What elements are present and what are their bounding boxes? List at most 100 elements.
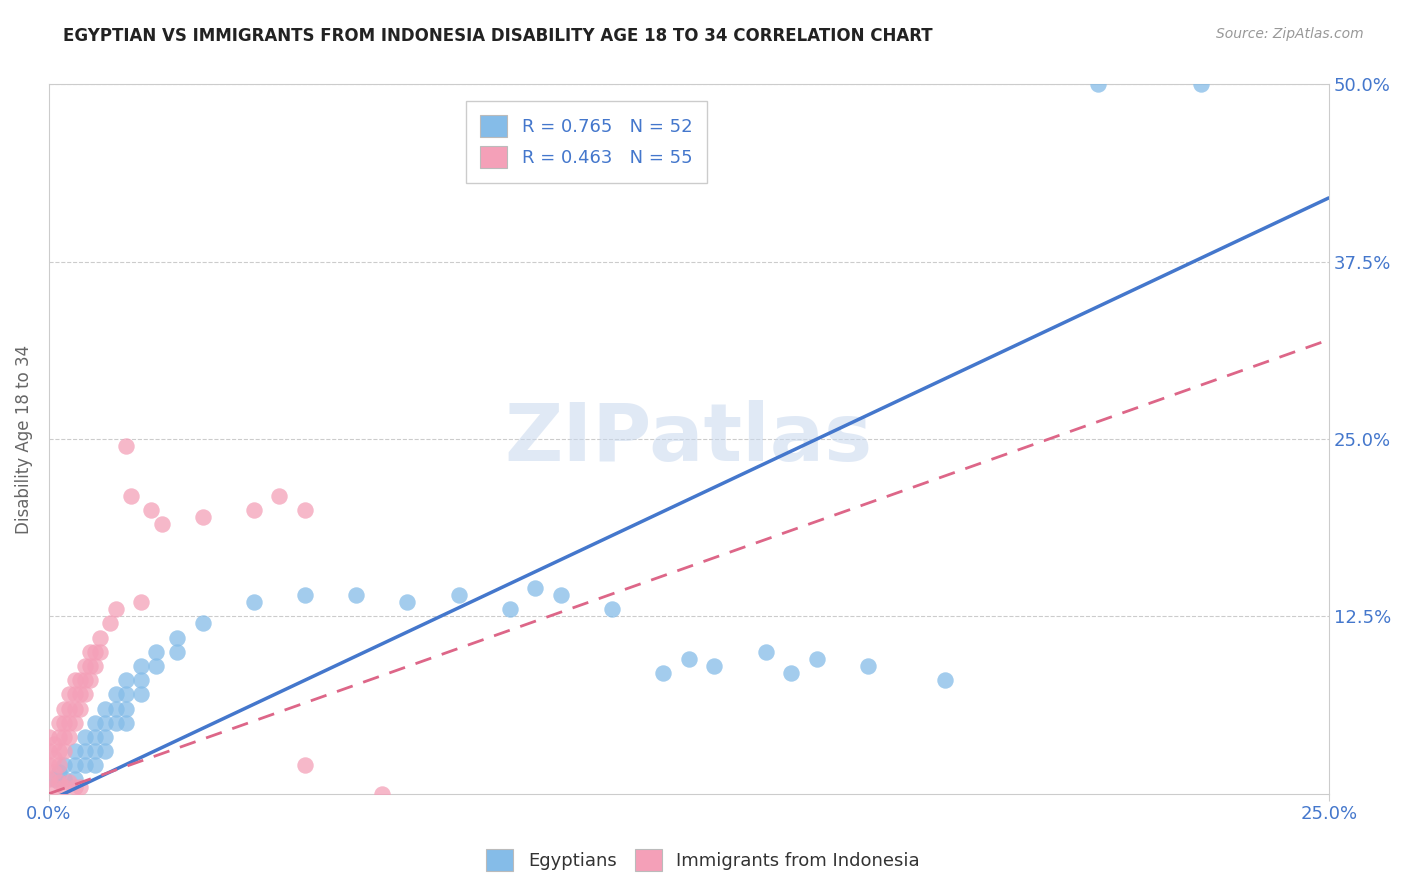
Point (934, 673, 956, 688)
Point (53, 744, 76, 758)
Point (141, 503, 163, 517)
Point (780, 666, 803, 681)
Point (69, 687, 91, 701)
Point (100, 616, 122, 631)
Point (145, 645, 167, 659)
Point (114, 715, 136, 730)
Point (69, 673, 91, 688)
Point (550, 588, 572, 602)
Point (53, 780, 76, 794)
Point (294, 503, 316, 517)
Point (84, 645, 107, 659)
Point (63, 772, 86, 787)
Point (294, 588, 316, 602)
Point (191, 510, 214, 524)
Point (48, 715, 70, 730)
Point (166, 645, 188, 659)
Point (53, 772, 76, 787)
Point (48, 730, 70, 744)
Point (73, 744, 96, 758)
Point (73, 687, 96, 701)
Point (53, 701, 76, 715)
Legend: Egyptians, Immigrants from Indonesia: Egyptians, Immigrants from Indonesia (479, 842, 927, 879)
Point (89, 631, 111, 645)
Point (53, 758, 76, 772)
Point (524, 581, 547, 595)
Point (53, 730, 76, 744)
Point (84, 659, 107, 673)
Point (94, 744, 117, 758)
Text: Source: ZipAtlas.com: Source: ZipAtlas.com (1216, 27, 1364, 41)
Point (42, 765, 65, 780)
Point (63, 687, 86, 701)
Point (63, 780, 86, 794)
Point (120, 489, 142, 503)
Point (38, 744, 60, 758)
Point (94, 730, 117, 744)
Point (42, 751, 65, 765)
Point (63, 758, 86, 772)
Point (129, 673, 152, 688)
Point (104, 715, 127, 730)
Point (73, 730, 96, 744)
Point (63, 744, 86, 758)
Point (150, 517, 173, 532)
Point (63, 701, 86, 715)
Point (38, 758, 60, 772)
Point (48, 765, 70, 780)
Point (129, 659, 152, 673)
Point (79, 673, 101, 688)
Point (1087, 78, 1109, 92)
Point (58, 701, 80, 715)
Point (1189, 78, 1212, 92)
Point (42, 780, 65, 794)
Point (42, 737, 65, 751)
Point (396, 595, 419, 609)
Point (129, 687, 152, 701)
Point (344, 588, 367, 602)
Point (73, 659, 96, 673)
Point (370, 787, 392, 801)
Point (94, 715, 117, 730)
Point (84, 758, 107, 772)
Point (755, 645, 778, 659)
Point (63, 673, 86, 688)
Point (38, 730, 60, 744)
Legend: R = 0.765   N = 52, R = 0.463   N = 55: R = 0.765 N = 52, R = 0.463 N = 55 (465, 101, 707, 183)
Point (114, 701, 136, 715)
Point (48, 744, 70, 758)
Point (94, 701, 117, 715)
Point (53, 715, 76, 730)
Point (191, 616, 214, 631)
Point (84, 715, 107, 730)
Point (42, 772, 65, 787)
Point (129, 595, 152, 609)
Point (242, 595, 264, 609)
Point (242, 503, 264, 517)
Point (600, 602, 623, 616)
Point (63, 715, 86, 730)
Point (58, 715, 80, 730)
Point (114, 673, 136, 688)
Point (703, 659, 725, 673)
Point (79, 659, 101, 673)
Point (114, 687, 136, 701)
Point (104, 701, 127, 715)
Point (104, 602, 127, 616)
Point (145, 659, 167, 673)
Point (89, 645, 111, 659)
Point (114, 439, 136, 453)
Point (806, 652, 828, 666)
Point (73, 673, 96, 688)
Point (269, 489, 291, 503)
Point (294, 758, 316, 772)
Point (58, 730, 80, 744)
Point (678, 652, 700, 666)
Y-axis label: Disability Age 18 to 34: Disability Age 18 to 34 (15, 344, 32, 533)
Point (856, 659, 879, 673)
Point (69, 780, 91, 794)
Point (69, 701, 91, 715)
Point (166, 631, 188, 645)
Point (38, 772, 60, 787)
Point (447, 588, 470, 602)
